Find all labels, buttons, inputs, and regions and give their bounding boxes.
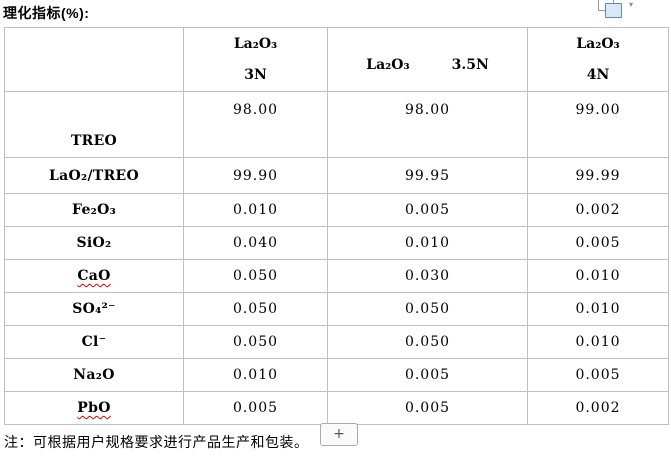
- column-grade: 3.5N: [451, 57, 489, 73]
- column-formula: La₂O₃: [366, 57, 410, 73]
- value-cell: 0.005: [327, 193, 528, 227]
- paste-options-button[interactable]: ▾: [596, 0, 644, 21]
- value-cell: 0.030: [327, 259, 528, 293]
- header-col-4n: La₂O₃ 4N: [527, 27, 669, 92]
- table-row: Fe₂O₃ 0.010 0.005 0.002: [4, 193, 669, 227]
- value-cell: 0.050: [183, 259, 328, 293]
- value-cell: 0.010: [327, 226, 528, 260]
- table-row: SiO₂ 0.040 0.010 0.005: [4, 226, 669, 260]
- paste-dropdown-caret-icon[interactable]: ▾: [629, 0, 634, 9]
- spellcheck-flagged-text: PbO: [77, 400, 111, 416]
- table-row: CaO 0.050 0.030 0.010: [4, 259, 669, 293]
- header-col-3-5n: La₂O₃ 3.5N: [327, 27, 528, 92]
- table-row: Cl⁻ 0.050 0.050 0.010: [4, 325, 669, 359]
- add-button[interactable]: +: [320, 423, 358, 446]
- value-cell: 0.002: [527, 193, 669, 227]
- column-formula: La₂O₃: [576, 36, 620, 52]
- value-cell: 0.010: [183, 358, 328, 392]
- value-cell: 98.00: [183, 91, 328, 158]
- table-row: TREO 98.00 98.00 99.00: [4, 91, 669, 158]
- row-label: Cl⁻: [4, 325, 184, 359]
- spec-table: La₂O₃ 3N La₂O₃ 3.5N La₂O₃ 4N TREO 98.00 …: [4, 27, 669, 425]
- value-cell: 0.005: [327, 391, 528, 425]
- value-cell: 0.050: [183, 325, 328, 359]
- column-grade: 3N: [244, 67, 267, 83]
- value-cell: 0.005: [327, 358, 528, 392]
- value-cell: 0.050: [327, 325, 528, 359]
- row-label: LaO₂/TREO: [4, 157, 184, 194]
- table-row: Na₂O 0.010 0.005 0.005: [4, 358, 669, 392]
- row-label: SO₄²⁻: [4, 292, 184, 326]
- value-cell: 0.005: [527, 358, 669, 392]
- value-cell: 99.99: [527, 157, 669, 194]
- page-title: 理化指标(%):: [3, 5, 90, 21]
- row-label: Fe₂O₃: [4, 193, 184, 227]
- value-cell: 99.95: [327, 157, 528, 194]
- header-empty-cell: [4, 27, 184, 92]
- row-label: Na₂O: [4, 358, 184, 392]
- table-row: PbO 0.005 0.005 0.002: [4, 391, 669, 425]
- value-cell: 0.010: [527, 292, 669, 326]
- table-header-row: La₂O₃ 3N La₂O₃ 3.5N La₂O₃ 4N: [4, 27, 669, 92]
- value-cell: 0.005: [183, 391, 328, 425]
- header-col-3n: La₂O₃ 3N: [183, 27, 328, 92]
- paste-page-front-icon: [605, 3, 622, 18]
- value-cell: 0.005: [527, 226, 669, 260]
- value-cell: 0.040: [183, 226, 328, 260]
- value-cell: 99.00: [527, 91, 669, 158]
- value-cell: 99.90: [183, 157, 328, 194]
- value-cell: 0.002: [527, 391, 669, 425]
- value-cell: 0.010: [183, 193, 328, 227]
- value-cell: 98.00: [327, 91, 528, 158]
- row-label: TREO: [4, 91, 184, 158]
- table-row: LaO₂/TREO 99.90 99.95 99.99: [4, 157, 669, 194]
- value-cell: 0.010: [527, 325, 669, 359]
- value-cell: 0.050: [183, 292, 328, 326]
- table-row: SO₄²⁻ 0.050 0.050 0.010: [4, 292, 669, 326]
- column-grade: 4N: [586, 67, 610, 83]
- footnote: 注：可根据用户规格要求进行产品生产和包装。: [4, 434, 309, 450]
- spellcheck-flagged-text: CaO: [77, 268, 111, 284]
- row-label: SiO₂: [4, 226, 184, 260]
- row-label: PbO: [4, 391, 184, 425]
- row-label: CaO: [4, 259, 184, 293]
- column-formula: La₂O₃: [233, 36, 278, 52]
- value-cell: 0.050: [327, 292, 528, 326]
- value-cell: 0.010: [527, 259, 669, 293]
